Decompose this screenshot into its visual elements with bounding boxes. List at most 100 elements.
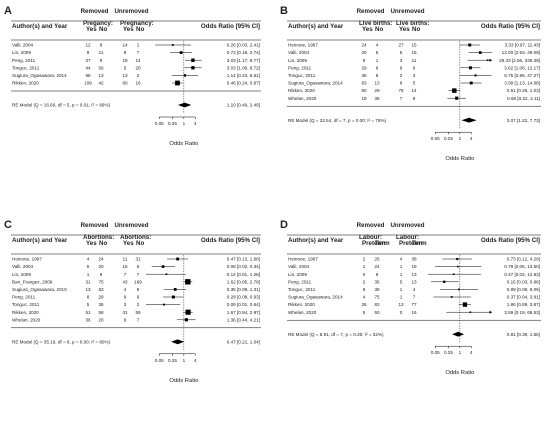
group1-no-count: 83 — [374, 302, 380, 307]
x-axis-title: Odds Ratio — [445, 370, 474, 376]
x-tick-label: 1 — [459, 350, 462, 355]
group2-no-count: 7 — [137, 317, 140, 322]
study-ci-text: 12.00 [2.93, 49.09] — [502, 50, 540, 55]
x-tick-label: 1 — [183, 358, 186, 363]
group2-yes-count: 43 — [122, 279, 128, 284]
study-point — [457, 265, 459, 268]
group2-yes-count: 1 — [400, 295, 403, 300]
group1-yes-count: 83 — [361, 81, 367, 86]
group2-no-count: 9 — [137, 295, 140, 300]
group1-yes-count: 4 — [87, 257, 90, 262]
header-group2-outcome: Labour: — [396, 234, 419, 241]
group2-no-count: 15 — [411, 43, 417, 48]
header-group1-outcome: Abortions: — [83, 234, 114, 241]
study-ci-text: 3.59 [0.19, 68.53] — [504, 310, 540, 315]
study-row: Peng, 2011 29 8 9 9 3.62 [1.08, 12.17] — [288, 65, 540, 70]
x-axis: 0.05 0.25 1 4 Odds Ratio — [431, 345, 474, 376]
study-label: Tonguc, 2011 — [288, 287, 316, 292]
study-ci-text: 0.72 [0.19, 2.74] — [227, 50, 260, 55]
header-col-no: Term — [375, 240, 390, 247]
header-col-yes: Yes — [123, 240, 134, 247]
header-group2-outcome: Live births: — [396, 20, 429, 27]
study-ci-text: 3.03 [1.17, 8.77] — [227, 58, 260, 63]
x-tick-label: 0.25 — [444, 136, 453, 141]
group1-yes-count: 36 — [361, 73, 367, 78]
group1-no-count: 75 — [98, 279, 104, 284]
study-label: Tonguc, 2011 — [12, 302, 40, 307]
header-effect: Odds Ratio [95% CI] — [481, 23, 540, 30]
header-author-year: Author(s) and Year — [12, 23, 68, 30]
group1-no-count: 20 — [98, 317, 104, 322]
study-point — [443, 280, 446, 283]
study-label: Whelan, 2020 — [12, 317, 41, 322]
group2-yes-count: 5 — [400, 50, 403, 55]
group2-no-count: 9 — [137, 287, 140, 292]
study-row: Sugiura_Ogasawara, 2014 4 75 1 7 0.37 [0.04, … — [288, 295, 540, 300]
group1-no-count: 50 — [374, 310, 380, 315]
study-label: Rikken, 2020 — [288, 88, 315, 93]
panel-label: C — [4, 219, 12, 231]
study-rows: Heinone, 1997 4 24 11 31 0.47 [0.13, 1.66]Val… — [12, 257, 260, 323]
study-ci-text: 0.47 [0.13, 1.66] — [227, 257, 260, 262]
header-col-no: No — [136, 26, 144, 33]
group1-yes-count: 29 — [361, 65, 367, 70]
group2-no-count: 7 — [137, 272, 140, 277]
study-row: Peng, 2011 8 29 9 9 0.28 [0.08, 0.93] — [12, 295, 260, 300]
study-row: Valli, 2004 20 5 5 15 12.00 [2.93, 49.09] — [288, 50, 540, 55]
summary-row: RE Model (Q = 32.54, df = 7, p = 0.00; I… — [288, 117, 540, 123]
study-point — [474, 74, 477, 77]
study-row: Rikken, 2020 26 83 13 77 1.86 [0.89, 3.87] — [288, 302, 540, 307]
study-point — [183, 74, 187, 77]
group1-yes-count: 96 — [85, 73, 91, 78]
study-point — [185, 309, 191, 315]
header-col-no: No — [136, 240, 144, 247]
summary-diamond — [177, 102, 192, 108]
header-group2-outcome: Pregnancy: — [120, 20, 154, 27]
study-ci-text: 0.37 [0.04, 3.81] — [507, 295, 540, 300]
header-group1: Removed — [81, 222, 109, 229]
group2-no-count: 5 — [413, 81, 416, 86]
group2-yes-count: 9 — [124, 317, 127, 322]
x-tick-label: 0.05 — [431, 136, 440, 141]
x-tick-label: 0.25 — [444, 350, 453, 355]
group1-yes-count: 1 — [363, 264, 366, 269]
group1-no-count: 4 — [376, 43, 379, 48]
study-ci-text: 0.68 [0.22, 2.11] — [507, 96, 540, 101]
study-ci-text: 0.09 [0.01, 0.64] — [227, 302, 260, 307]
study-label: Valli, 2004 — [12, 43, 34, 48]
study-point — [175, 80, 180, 86]
study-row: Valli, 2004 5 20 15 5 0.08 [0.02, 0.34] — [12, 264, 260, 269]
summary-row: RE Model (Q = 35.19, df = 8, p = 0.00; I… — [12, 339, 260, 344]
group2-no-count: 59 — [135, 310, 141, 315]
study-rows: Heinone, 1997 24 4 27 15 3.33 [0.97, 11.43]Va… — [288, 43, 540, 101]
study-ci-text: 0.35 [0.09, 1.31] — [227, 287, 260, 292]
group1-yes-count: 109 — [84, 81, 92, 86]
group1-yes-count: 31 — [85, 279, 91, 284]
x-tick-label: 0.25 — [168, 358, 177, 363]
study-label: Heinone, 1997 — [288, 257, 318, 262]
group1-no-count: 36 — [98, 302, 104, 307]
x-tick-label: 0.05 — [155, 358, 164, 363]
group2-yes-count: 11 — [123, 257, 128, 262]
panel-label: A — [4, 5, 12, 17]
group2-no-count: 13 — [411, 279, 417, 284]
study-label: Whelan, 2020 — [288, 96, 317, 101]
group2-yes-count: 3 — [400, 58, 403, 63]
study-row: Heinone, 1997 2 26 4 38 0.73 [0.12, 4.29] — [288, 257, 540, 262]
study-row: Lin, 2009 0 9 1 13 0.47 [0.02, 12.93] — [288, 272, 540, 277]
group1-yes-count: 5 — [87, 264, 90, 269]
study-label: Lin, 2009 — [12, 50, 31, 55]
group2-no-count: 2 — [137, 302, 140, 307]
study-row: Lin, 2009 9 11 8 7 0.72 [0.19, 2.74] — [12, 50, 260, 55]
x-axis: 0.05 0.25 1 4 Odds Ratio — [155, 116, 198, 147]
group1-no-count: 36 — [374, 96, 380, 101]
study-row: Peng, 2011 2 35 5 13 0.15 [0.03, 0.86] — [288, 279, 540, 284]
group1-yes-count: 13 — [85, 287, 91, 292]
study-point — [478, 51, 482, 54]
group2-no-count: 7 — [413, 295, 416, 300]
group2-yes-count: 8 — [124, 50, 127, 55]
study-ci-text: 0.73 [0.12, 4.29] — [507, 257, 540, 262]
study-ci-text: 0.46 [0.24, 0.87] — [227, 81, 260, 86]
panel-label: D — [280, 219, 288, 231]
